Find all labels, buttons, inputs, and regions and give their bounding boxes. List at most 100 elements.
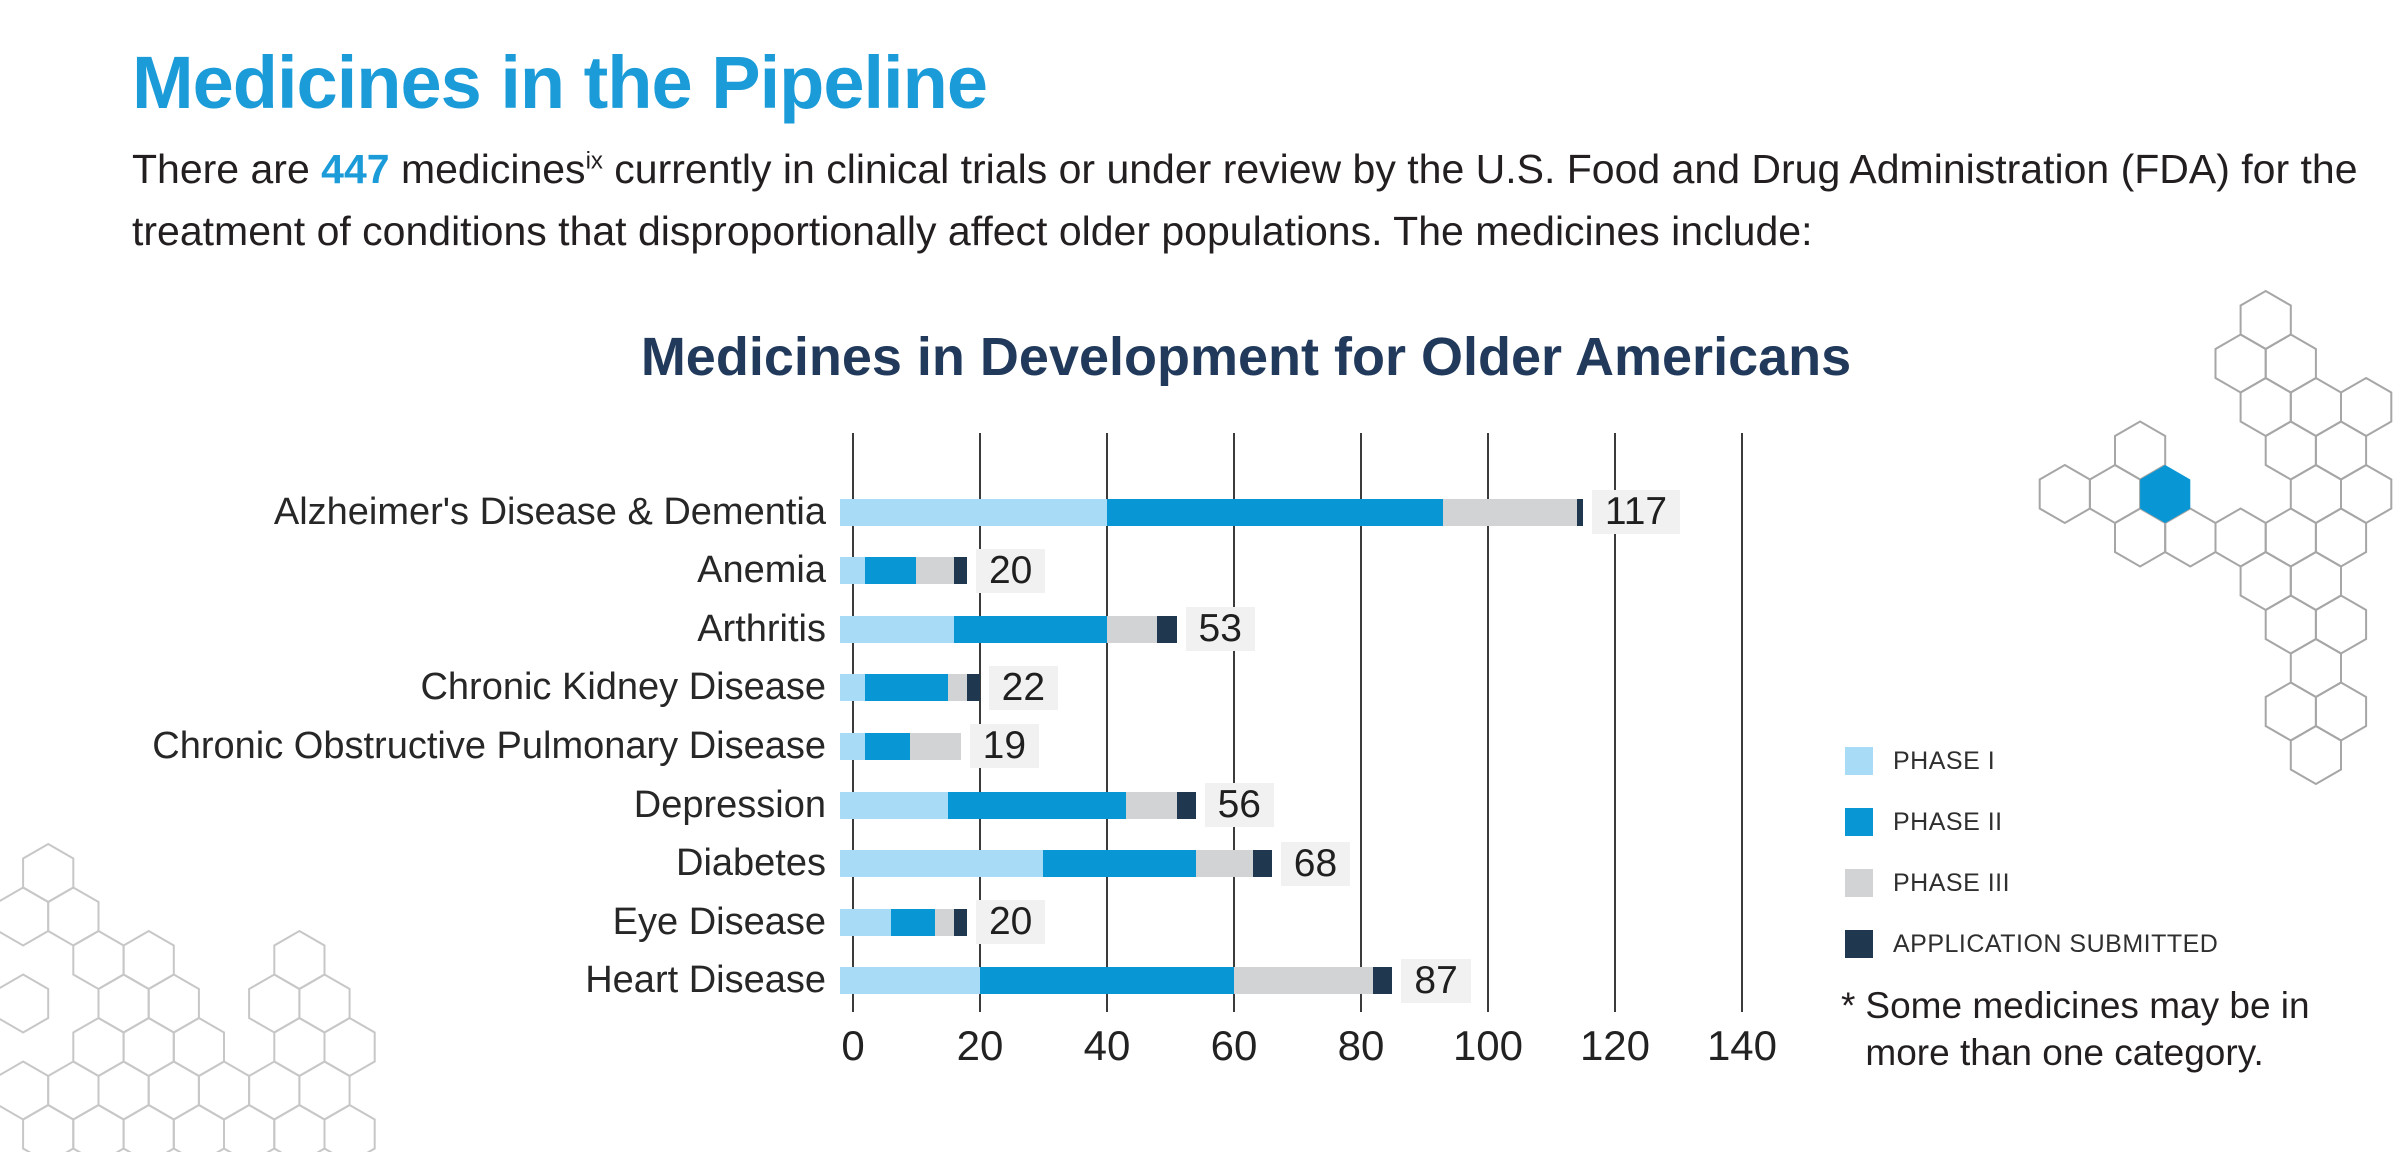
- category-label: Heart Disease: [585, 959, 826, 1002]
- legend-item: APPLICATION SUBMITTED: [1845, 930, 2218, 958]
- total-value-label: 87: [1401, 958, 1471, 1003]
- bar-segment-phase-i: [840, 791, 948, 819]
- legend-item: PHASE I: [1845, 747, 1995, 775]
- legend-swatch-phase-iii: [1845, 869, 1873, 897]
- category-label: Diabetes: [676, 842, 826, 885]
- bar-segment-phase-i: [840, 498, 1107, 526]
- bar-segment-application-submitted: [1157, 615, 1177, 643]
- axis-tick-label: 100: [1452, 1022, 1524, 1069]
- axis-tick-label: 120: [1579, 1022, 1651, 1069]
- intro-prefix: There are: [132, 146, 322, 192]
- legend-swatch-phase-i: [1845, 747, 1873, 775]
- chart-footnote: * Some medicines may be in more than one …: [1841, 982, 2310, 1076]
- bar-row: Arthritis 53: [0, 607, 2400, 652]
- bar-segment-phase-i: [840, 615, 955, 643]
- grid-line: [852, 433, 854, 1012]
- bar-row: Anemia 20: [0, 548, 2400, 593]
- legend-item: PHASE II: [1845, 808, 2003, 836]
- page-title: Medicines in the Pipeline: [132, 41, 988, 124]
- endnote-reference: ix: [585, 147, 603, 175]
- total-value-label: 19: [969, 724, 1040, 769]
- axis-tick-label: 80: [1337, 1022, 1385, 1069]
- grid-line: [979, 433, 981, 1012]
- category-label: Depression: [633, 783, 826, 826]
- bar-segment-phase-ii: [865, 732, 910, 760]
- bar-segment-phase-i: [840, 967, 980, 995]
- bar-row: Alzheimer's Disease & Dementia 117: [0, 490, 2400, 534]
- bar-segment-phase-iii: [1233, 967, 1374, 995]
- bar-segment-phase-ii: [865, 557, 917, 585]
- bar-segment-application-submitted: [1373, 967, 1393, 995]
- grid-line: [1106, 433, 1108, 1012]
- bar-row: Depression 56: [0, 783, 2400, 827]
- grid-line: [1614, 433, 1616, 1012]
- category-label: Eye Disease: [612, 900, 826, 943]
- bar-segment-phase-i: [840, 674, 866, 702]
- asterisk-marker: *: [1841, 985, 1856, 1026]
- total-value-label: 117: [1591, 490, 1681, 534]
- bar-segment-phase-iii: [1106, 615, 1158, 643]
- bar-segment-phase-ii: [954, 615, 1107, 643]
- bar-segment-phase-i: [840, 908, 891, 936]
- bar-segment-phase-ii: [1043, 850, 1196, 878]
- intro-paragraph: There are 447 medicinesix currently in c…: [132, 138, 2372, 262]
- total-value-label: 53: [1185, 607, 1255, 652]
- bar-row: Chronic Kidney Disease 22: [0, 665, 2400, 710]
- category-label: Chronic Obstructive Pulmonary Disease: [152, 724, 826, 767]
- bar-segment-phase-ii: [890, 908, 936, 936]
- total-value-label: 20: [975, 548, 1046, 593]
- category-label: Chronic Kidney Disease: [420, 666, 826, 709]
- bar-segment-phase-iii: [1443, 498, 1577, 526]
- intro-line2: treatment of conditions that disproporti…: [132, 208, 1813, 254]
- bar-segment-phase-iii: [947, 674, 967, 702]
- bar-segment-application-submitted: [966, 674, 980, 702]
- bar-segment-application-submitted: [954, 908, 967, 936]
- legend-label: PHASE I: [1893, 746, 1996, 775]
- category-label: Arthritis: [697, 607, 826, 650]
- bar-segment-phase-iii: [1125, 791, 1177, 819]
- axis-tick-label: 0: [841, 1022, 865, 1069]
- bar-row: Heart Disease 87: [0, 958, 2400, 1003]
- total-value-label: 56: [1204, 783, 1274, 827]
- legend-swatch-phase-ii: [1845, 808, 1873, 836]
- legend-label: APPLICATION SUBMITTED: [1893, 929, 2219, 958]
- axis-tick-label: 140: [1706, 1022, 1778, 1069]
- bar-segment-phase-i: [840, 732, 866, 760]
- axis-tick-label: 40: [1083, 1022, 1131, 1069]
- grid-line: [1741, 433, 1743, 1012]
- legend-label: PHASE II: [1893, 807, 2003, 836]
- total-value-label: 22: [988, 665, 1059, 710]
- axis-tick-label: 60: [1210, 1022, 1258, 1069]
- bar-segment-application-submitted: [954, 557, 967, 585]
- category-label: Alzheimer's Disease & Dementia: [273, 490, 826, 533]
- bar-segment-phase-i: [840, 850, 1044, 878]
- bar-segment-phase-iii: [935, 908, 955, 936]
- bar-segment-phase-iii: [916, 557, 955, 585]
- bar-segment-phase-ii: [1106, 498, 1444, 526]
- medicine-count-highlight: 447: [321, 146, 390, 192]
- legend-item: PHASE III: [1845, 869, 2010, 897]
- bar-segment-application-submitted: [1176, 791, 1196, 819]
- grid-line: [1360, 433, 1362, 1012]
- legend-swatch-application-submitted: [1845, 930, 1873, 958]
- legend-label: PHASE III: [1893, 868, 2011, 897]
- bar-segment-phase-iii: [1195, 850, 1253, 878]
- bar-segment-phase-iii: [909, 732, 961, 760]
- footnote-text: Some medicines may be in more than one ca…: [1865, 985, 2310, 1073]
- total-value-label: 68: [1280, 841, 1351, 886]
- bar-segment-phase-ii: [947, 791, 1126, 819]
- category-label: Anemia: [697, 549, 826, 592]
- bar-row: Chronic Obstructive Pulmonary Disease 19: [0, 724, 2400, 769]
- total-value-label: 20: [975, 900, 1046, 945]
- bar-segment-application-submitted: [1576, 498, 1583, 526]
- grid-line: [1233, 433, 1235, 1012]
- axis-tick-label: 20: [956, 1022, 1004, 1069]
- bar-row: Diabetes 68: [0, 841, 2400, 886]
- bar-segment-phase-ii: [865, 674, 948, 702]
- chart-title: Medicines in Development for Older Ameri…: [640, 327, 1852, 387]
- intro-after-count: medicines: [389, 146, 586, 192]
- intro-line1-rest: currently in clinical trials or under re…: [602, 146, 2358, 192]
- bar-segment-phase-ii: [979, 967, 1234, 995]
